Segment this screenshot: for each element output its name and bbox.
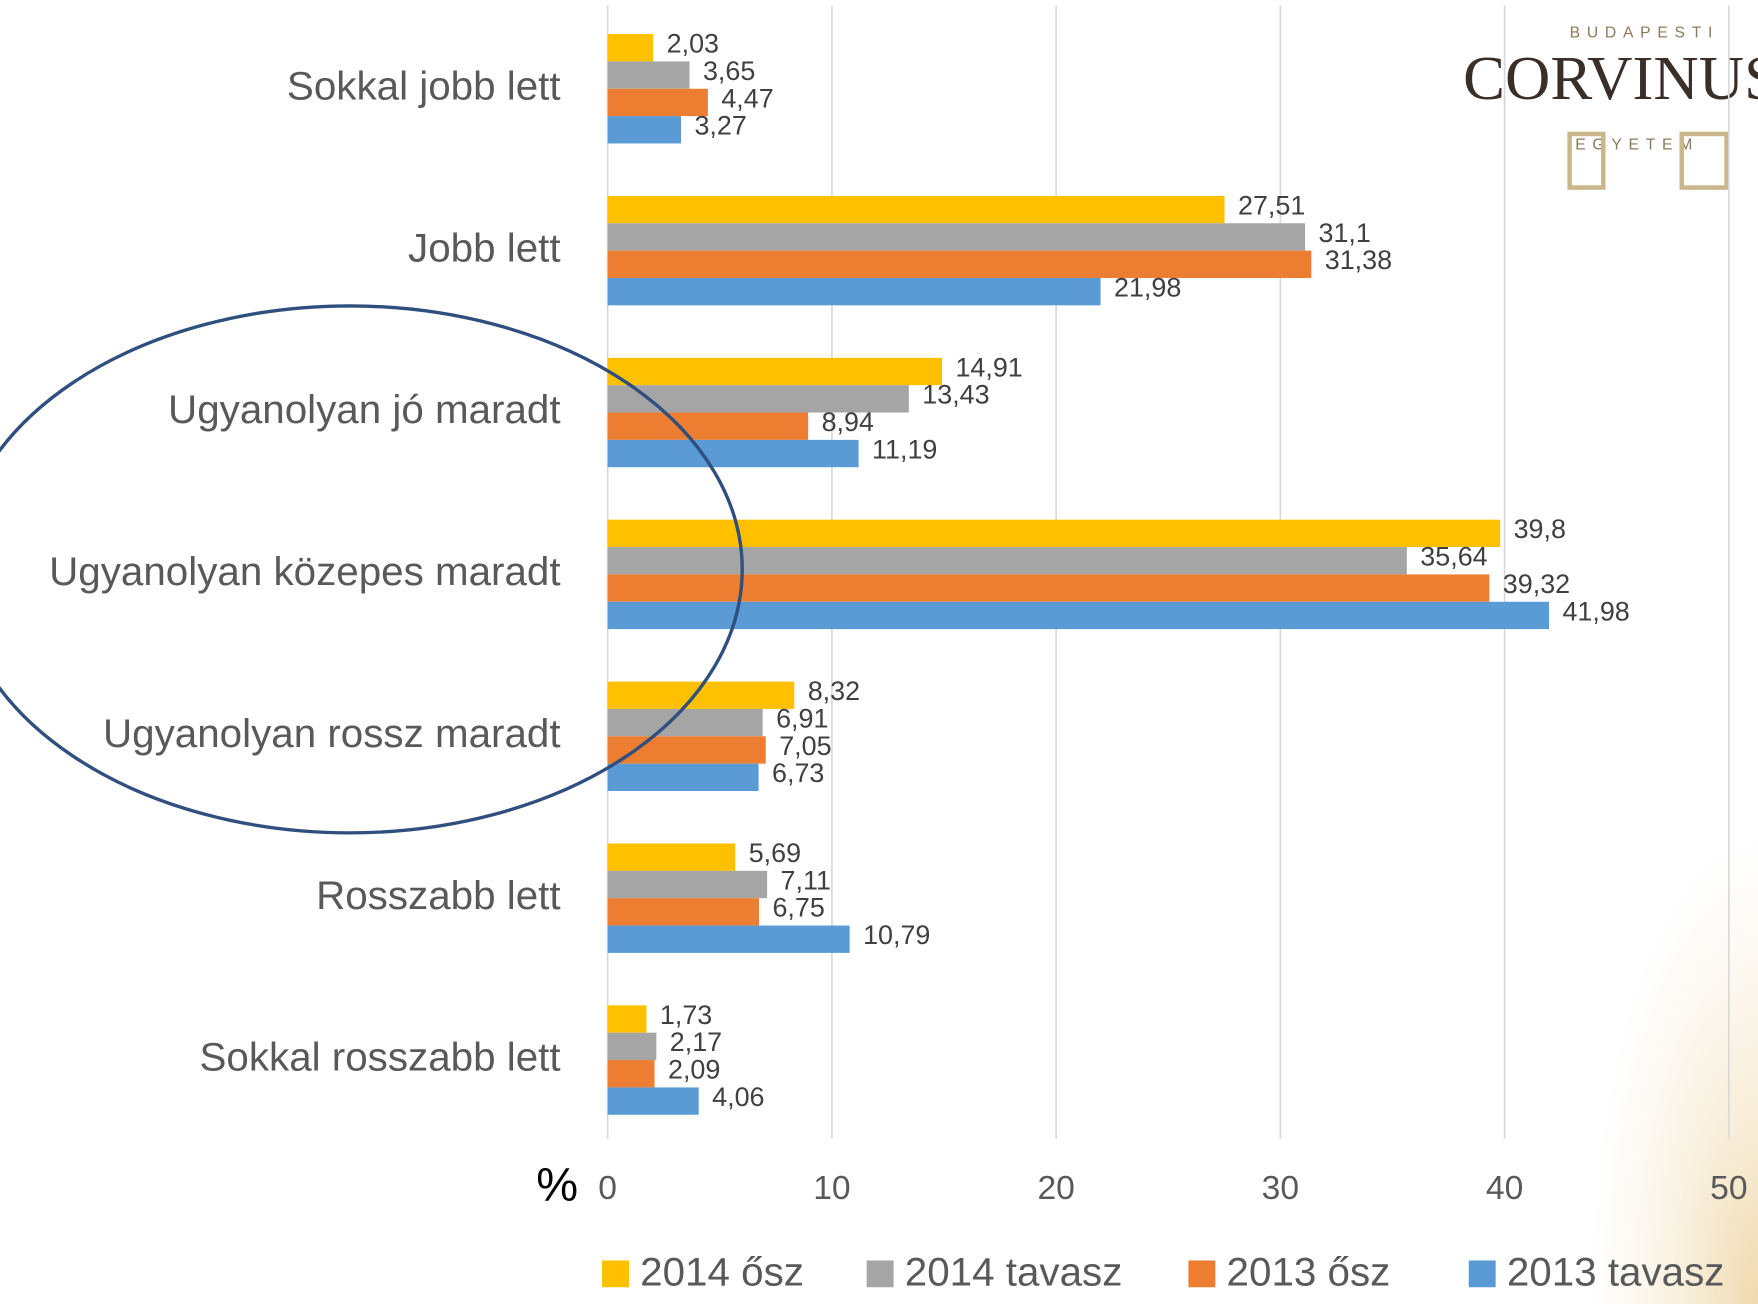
logo: BUDAPESTI CORVINUS EGYETEM bbox=[1463, 25, 1758, 190]
y-tick-label: Sokkal rosszabb lett bbox=[199, 1035, 560, 1080]
logo-ornament bbox=[1679, 131, 1729, 190]
logo-ornament bbox=[1567, 131, 1606, 190]
data-label: 2,09 bbox=[668, 1055, 720, 1085]
bar bbox=[607, 1060, 655, 1088]
data-label: 35,64 bbox=[1420, 542, 1487, 572]
logo-name: CORVINUS bbox=[1463, 43, 1758, 113]
bar bbox=[607, 61, 690, 89]
data-label: 3,65 bbox=[703, 56, 755, 86]
bar bbox=[607, 547, 1407, 575]
data-label: 8,32 bbox=[808, 676, 860, 706]
data-label: 11,19 bbox=[872, 434, 937, 464]
y-tick-label: Ugyanolyan közepes maradt bbox=[49, 549, 560, 594]
data-label: 5,69 bbox=[749, 838, 801, 868]
bar bbox=[607, 601, 1550, 630]
data-label: 31,38 bbox=[1325, 245, 1392, 275]
x-tick-label: 50 bbox=[1710, 1170, 1747, 1207]
legend-swatch bbox=[866, 1260, 894, 1288]
highlight-ellipse bbox=[0, 304, 744, 835]
legend-swatch bbox=[1468, 1260, 1496, 1288]
data-label: 6,91 bbox=[776, 704, 828, 734]
bar bbox=[607, 88, 708, 117]
y-tick-label: Ugyanolyan jó maradt bbox=[168, 387, 561, 432]
bar bbox=[607, 925, 850, 953]
legend-swatch bbox=[602, 1260, 629, 1288]
bar bbox=[607, 34, 654, 62]
x-tick-label: 0 bbox=[598, 1170, 617, 1207]
bar bbox=[607, 223, 1306, 251]
bar bbox=[607, 439, 859, 468]
data-label: 8,94 bbox=[822, 407, 874, 437]
bar bbox=[607, 357, 943, 386]
legend-swatch bbox=[1188, 1260, 1216, 1288]
x-axis-label: % bbox=[536, 1157, 578, 1210]
legend-label: 2014 tavasz bbox=[905, 1250, 1123, 1295]
legend-label: 2013 tavasz bbox=[1507, 1250, 1725, 1295]
background-decoration bbox=[1569, 781, 1758, 1304]
bar bbox=[607, 870, 768, 899]
bar bbox=[607, 763, 759, 791]
y-tick-label: Rosszabb lett bbox=[316, 873, 560, 918]
data-label: 6,73 bbox=[772, 758, 824, 788]
x-tick-label: 40 bbox=[1486, 1170, 1523, 1207]
y-tick-label: Ugyanolyan rossz maradt bbox=[103, 711, 561, 756]
bar bbox=[607, 843, 736, 871]
bar bbox=[607, 574, 1490, 602]
bar bbox=[607, 898, 760, 926]
data-label: 41,98 bbox=[1562, 596, 1629, 626]
legend-label: 2013 ősz bbox=[1227, 1250, 1391, 1295]
bar bbox=[607, 1087, 699, 1115]
bar bbox=[607, 195, 1225, 224]
data-label: 7,11 bbox=[781, 865, 831, 895]
y-tick-label: Jobb lett bbox=[408, 225, 561, 270]
bar bbox=[607, 116, 682, 144]
x-tick-label: 20 bbox=[1037, 1170, 1074, 1207]
x-tick-label: 10 bbox=[813, 1170, 850, 1207]
bar bbox=[607, 1005, 647, 1033]
data-label: 10,79 bbox=[863, 920, 930, 950]
data-label: 21,98 bbox=[1114, 273, 1181, 303]
data-label: 2,03 bbox=[667, 29, 719, 59]
y-tick-label: Sokkal jobb lett bbox=[287, 63, 561, 108]
data-label: 27,51 bbox=[1238, 191, 1305, 221]
legend-label: 2014 ősz bbox=[640, 1250, 804, 1295]
data-label: 7,05 bbox=[779, 731, 831, 761]
bar bbox=[607, 736, 766, 764]
bar bbox=[607, 708, 763, 737]
x-tick-label: 30 bbox=[1262, 1170, 1299, 1207]
data-label: 13,43 bbox=[922, 380, 989, 410]
bar bbox=[607, 1032, 657, 1061]
bar bbox=[607, 519, 1501, 548]
data-label: 6,75 bbox=[772, 893, 824, 923]
bar bbox=[607, 277, 1101, 306]
data-label: 14,91 bbox=[955, 352, 1022, 382]
data-label: 39,8 bbox=[1514, 514, 1566, 544]
bar bbox=[607, 412, 809, 440]
data-label: 2,17 bbox=[670, 1027, 722, 1057]
data-label: 31,1 bbox=[1319, 218, 1371, 248]
data-label: 3,27 bbox=[694, 111, 746, 141]
logo-top: BUDAPESTI bbox=[1570, 25, 1719, 42]
data-label: 4,47 bbox=[721, 83, 773, 113]
data-label: 39,32 bbox=[1503, 569, 1570, 599]
data-label: 1,73 bbox=[660, 1000, 712, 1030]
data-label: 4,06 bbox=[712, 1082, 764, 1112]
bar bbox=[607, 250, 1312, 278]
